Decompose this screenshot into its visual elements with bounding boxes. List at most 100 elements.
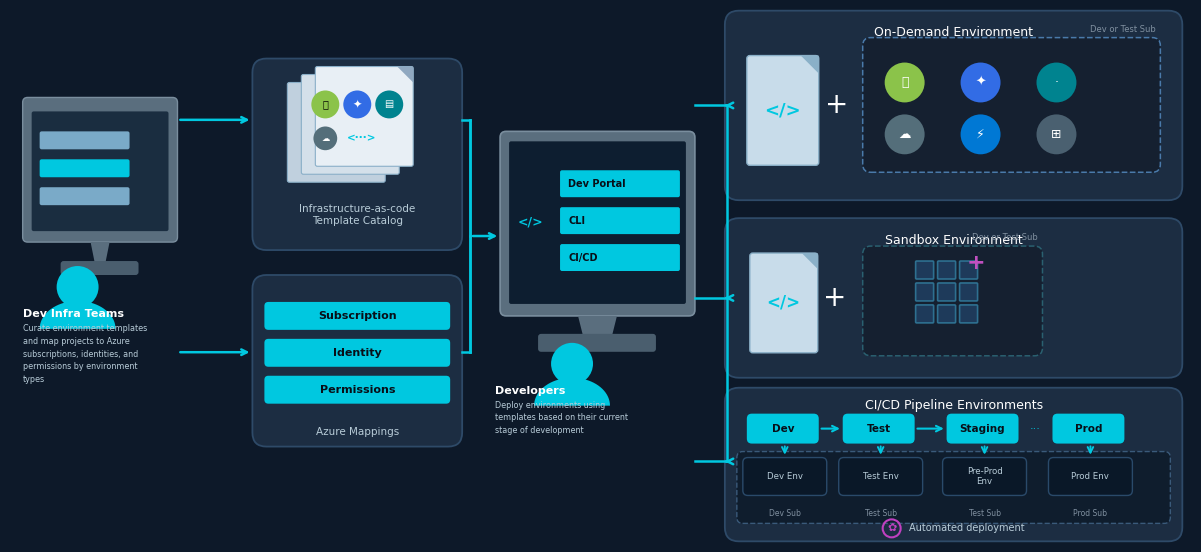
FancyBboxPatch shape <box>1048 458 1133 496</box>
Polygon shape <box>801 56 819 73</box>
Text: CI/CD: CI/CD <box>568 253 598 263</box>
FancyBboxPatch shape <box>560 170 680 197</box>
Text: Infrastructure-as-code
Template Catalog: Infrastructure-as-code Template Catalog <box>299 204 416 226</box>
Text: 🗝: 🗝 <box>901 76 908 89</box>
Text: Dev Portal: Dev Portal <box>568 179 626 189</box>
FancyBboxPatch shape <box>915 305 933 323</box>
FancyBboxPatch shape <box>725 388 1182 542</box>
FancyBboxPatch shape <box>40 131 130 150</box>
Polygon shape <box>90 242 109 262</box>
FancyBboxPatch shape <box>252 59 462 250</box>
Text: Identity: Identity <box>333 348 382 358</box>
Text: Prod Env: Prod Env <box>1071 472 1110 481</box>
Circle shape <box>313 126 337 150</box>
FancyBboxPatch shape <box>938 283 956 301</box>
FancyBboxPatch shape <box>31 112 168 231</box>
FancyBboxPatch shape <box>838 458 922 496</box>
Polygon shape <box>383 75 399 91</box>
FancyBboxPatch shape <box>915 283 933 301</box>
FancyBboxPatch shape <box>915 261 933 279</box>
Text: Test Sub: Test Sub <box>865 509 897 518</box>
Text: ▤: ▤ <box>384 99 394 109</box>
Text: Prod: Prod <box>1075 423 1103 434</box>
FancyBboxPatch shape <box>737 452 1170 523</box>
FancyBboxPatch shape <box>287 82 386 182</box>
Text: Test Sub: Test Sub <box>968 509 1000 518</box>
Polygon shape <box>802 253 818 269</box>
Text: CI/CD Pipeline Environments: CI/CD Pipeline Environments <box>865 399 1042 412</box>
Text: ✦: ✦ <box>353 99 362 109</box>
Text: Dev Env: Dev Env <box>766 472 802 481</box>
FancyBboxPatch shape <box>301 75 399 174</box>
Text: +: + <box>967 253 985 273</box>
Text: CLI: CLI <box>568 216 585 226</box>
Text: </>: </> <box>518 216 544 229</box>
Text: ···: ··· <box>1030 423 1041 434</box>
Circle shape <box>311 91 340 118</box>
Text: Staging: Staging <box>960 423 1005 434</box>
FancyBboxPatch shape <box>743 458 826 496</box>
Circle shape <box>961 62 1000 103</box>
FancyBboxPatch shape <box>40 187 130 205</box>
Circle shape <box>885 62 925 103</box>
Text: </>: </> <box>766 294 801 312</box>
Text: On-Demand Environment: On-Demand Environment <box>874 26 1033 39</box>
Text: Dev or Test Sub: Dev or Test Sub <box>972 233 1038 242</box>
FancyBboxPatch shape <box>938 261 956 279</box>
Circle shape <box>1036 62 1076 103</box>
Text: Sandbox Environment: Sandbox Environment <box>885 233 1022 247</box>
FancyBboxPatch shape <box>252 275 462 447</box>
FancyBboxPatch shape <box>509 141 686 304</box>
FancyBboxPatch shape <box>560 207 680 234</box>
FancyBboxPatch shape <box>747 413 819 444</box>
Text: Permissions: Permissions <box>319 385 395 395</box>
FancyBboxPatch shape <box>960 261 978 279</box>
FancyBboxPatch shape <box>749 253 818 353</box>
Text: Automated deployment: Automated deployment <box>909 523 1024 533</box>
Circle shape <box>375 91 404 118</box>
Text: Dev: Dev <box>771 423 794 434</box>
Text: ✿: ✿ <box>888 523 896 533</box>
Text: Prod Sub: Prod Sub <box>1074 509 1107 518</box>
Circle shape <box>885 114 925 155</box>
Text: 🗝: 🗝 <box>322 99 328 109</box>
Circle shape <box>343 91 371 118</box>
Text: ⚡: ⚡ <box>976 128 985 141</box>
FancyBboxPatch shape <box>725 10 1182 200</box>
FancyBboxPatch shape <box>60 261 138 275</box>
Polygon shape <box>578 316 617 336</box>
Text: Deploy environments using
templates based on their current
stage of development: Deploy environments using templates base… <box>495 401 628 434</box>
Text: Dev or Test Sub: Dev or Test Sub <box>1089 25 1155 34</box>
FancyBboxPatch shape <box>960 305 978 323</box>
Text: +: + <box>825 92 848 119</box>
FancyBboxPatch shape <box>843 413 915 444</box>
Text: ☁: ☁ <box>898 128 910 141</box>
FancyBboxPatch shape <box>946 413 1018 444</box>
FancyBboxPatch shape <box>862 246 1042 356</box>
Circle shape <box>961 114 1000 155</box>
FancyBboxPatch shape <box>943 458 1027 496</box>
Text: Test Env: Test Env <box>862 472 898 481</box>
FancyBboxPatch shape <box>538 334 656 352</box>
FancyBboxPatch shape <box>1052 413 1124 444</box>
Polygon shape <box>369 82 386 98</box>
Text: </>: </> <box>765 102 801 119</box>
Text: +: + <box>823 284 847 312</box>
FancyBboxPatch shape <box>264 339 450 367</box>
FancyBboxPatch shape <box>264 302 450 330</box>
Text: ☁: ☁ <box>321 134 329 143</box>
Text: ·: · <box>1054 76 1058 89</box>
FancyBboxPatch shape <box>264 376 450 404</box>
FancyBboxPatch shape <box>747 56 819 165</box>
Text: ✦: ✦ <box>975 76 986 89</box>
FancyBboxPatch shape <box>862 38 1160 172</box>
Text: Test: Test <box>867 423 891 434</box>
Circle shape <box>56 266 98 308</box>
Circle shape <box>1036 114 1076 155</box>
Text: Subscription: Subscription <box>318 311 396 321</box>
Polygon shape <box>398 67 413 82</box>
FancyBboxPatch shape <box>316 67 413 166</box>
Circle shape <box>551 343 593 385</box>
Text: ⊞: ⊞ <box>1051 128 1062 141</box>
Text: Developers: Developers <box>495 386 566 396</box>
